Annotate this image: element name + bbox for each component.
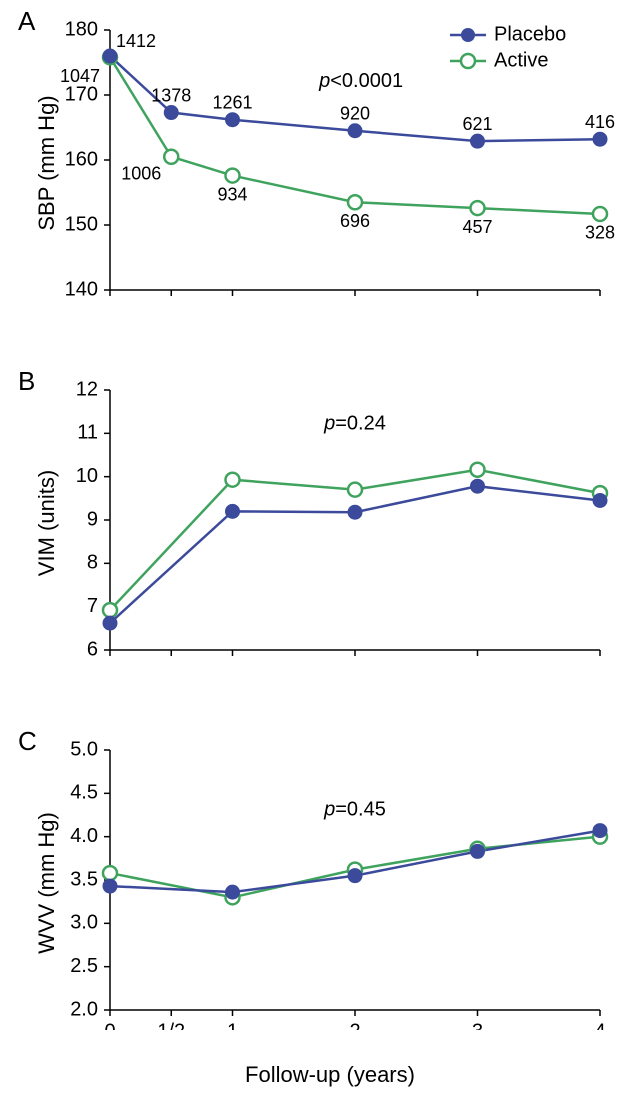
svg-text:12: 12 (76, 378, 98, 400)
svg-text:2: 2 (349, 1020, 360, 1030)
svg-text:3: 3 (472, 1020, 483, 1030)
svg-text:Placebo: Placebo (494, 23, 566, 45)
svg-text:1261: 1261 (212, 92, 252, 112)
svg-text:920: 920 (340, 104, 370, 124)
svg-text:416: 416 (585, 112, 615, 132)
svg-text:Active: Active (494, 49, 548, 71)
svg-text:328: 328 (585, 223, 615, 243)
svg-text:150: 150 (65, 213, 98, 235)
svg-text:4.5: 4.5 (70, 782, 98, 804)
svg-text:621: 621 (462, 114, 492, 134)
svg-text:1378: 1378 (151, 85, 191, 105)
svg-text:4: 4 (594, 1020, 605, 1030)
panel-c-svg: 2.0 2.5 3.0 3.5 4.0 4.5 5.0 0 1/2 1 2 3 4 p=0.45 (0, 730, 632, 1030)
svg-text:2.5: 2.5 (70, 955, 98, 977)
xlabel: Follow-up (years) (70, 1062, 590, 1088)
svg-text:4.0: 4.0 (70, 825, 98, 847)
svg-text:457: 457 (462, 217, 492, 237)
svg-text:180: 180 (65, 18, 98, 40)
figure-container: A B C SBP (mm Hg) VIM (units) WVV (mm Hg… (0, 0, 632, 1103)
svg-text:3.5: 3.5 (70, 868, 98, 890)
panel-b-svg: 6 7 8 9 10 11 12 p=0.24 (0, 370, 632, 660)
svg-text:9: 9 (87, 508, 98, 530)
svg-text:170: 170 (65, 83, 98, 105)
svg-text:696: 696 (340, 211, 370, 231)
svg-text:6: 6 (87, 638, 98, 660)
svg-text:160: 160 (65, 148, 98, 170)
svg-text:1047: 1047 (60, 66, 100, 86)
svg-text:7: 7 (87, 595, 98, 617)
svg-text:10: 10 (76, 465, 98, 487)
svg-text:0: 0 (104, 1020, 115, 1030)
svg-text:1: 1 (227, 1020, 238, 1030)
svg-text:140: 140 (65, 278, 98, 300)
svg-text:1006: 1006 (121, 164, 161, 184)
svg-text:934: 934 (217, 184, 247, 204)
svg-text:3.0: 3.0 (70, 912, 98, 934)
svg-text:p=0.24: p=0.24 (323, 413, 386, 435)
svg-text:1412: 1412 (116, 31, 156, 51)
svg-text:p<0.0001: p<0.0001 (318, 70, 403, 92)
svg-text:8: 8 (87, 552, 98, 574)
svg-text:1/2: 1/2 (157, 1020, 185, 1030)
panel-a-svg: 140 150 160 170 180 1412 1378 1261 920 621 416 1047… (0, 10, 632, 300)
svg-text:5.0: 5.0 (70, 738, 98, 760)
svg-text:p=0.45: p=0.45 (323, 799, 386, 821)
svg-text:11: 11 (77, 422, 98, 444)
svg-text:2.0: 2.0 (70, 998, 98, 1020)
